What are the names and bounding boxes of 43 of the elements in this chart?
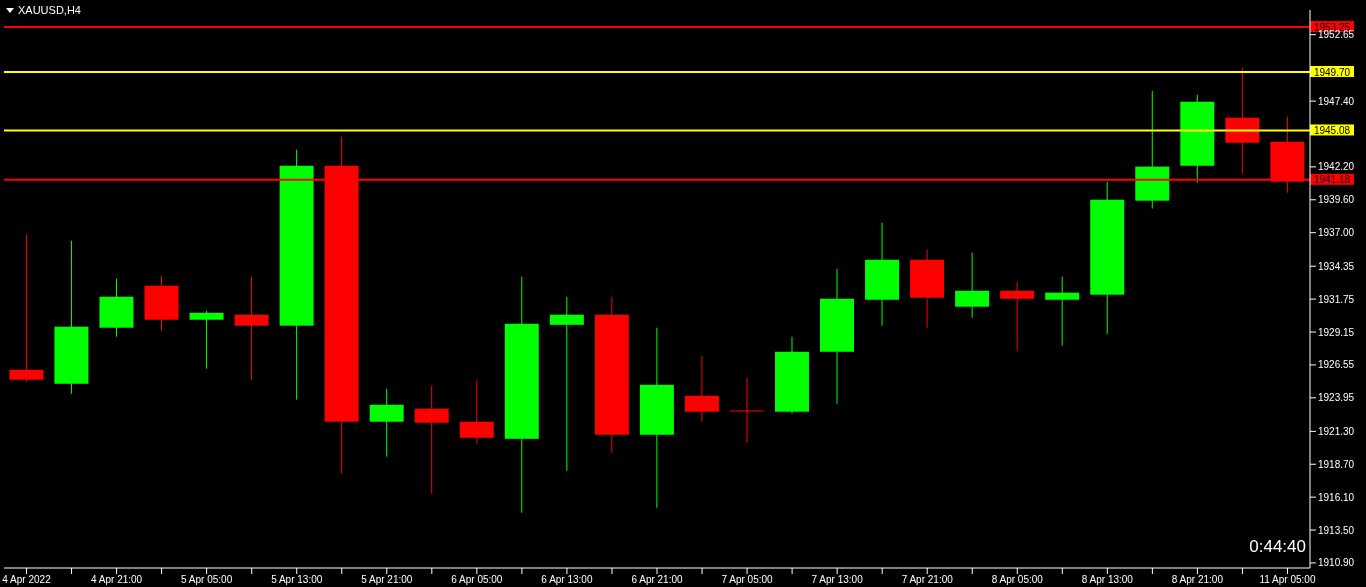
x-tick-label: 5 Apr 05:00 bbox=[181, 574, 233, 586]
y-tick-label: 1934.35 bbox=[1318, 260, 1355, 272]
y-tick-label: 1916.10 bbox=[1318, 491, 1355, 503]
ref-line-label: 1953.25 bbox=[1313, 21, 1351, 33]
x-tick-label: 11 Apr 05:00 bbox=[1259, 574, 1316, 586]
y-tick-label: 1926.55 bbox=[1318, 359, 1355, 371]
candlestick bbox=[9, 234, 44, 383]
candlestick bbox=[549, 296, 584, 472]
ref-line-label: 1941.18 bbox=[1313, 174, 1351, 186]
y-tick-label: 1918.70 bbox=[1318, 458, 1355, 470]
y-tick-label: 1939.60 bbox=[1318, 194, 1355, 206]
annotation: 0:44:40 bbox=[1249, 537, 1306, 557]
x-tick-label: 8 Apr 21:00 bbox=[1171, 574, 1224, 586]
candlestick bbox=[189, 310, 224, 370]
candlestick bbox=[414, 385, 449, 495]
chart-title: XAUUSD,H4 bbox=[18, 4, 81, 16]
y-tick-label: 1910.90 bbox=[1318, 557, 1355, 569]
candlestick bbox=[1045, 276, 1080, 347]
x-tick-label: 8 Apr 13:00 bbox=[1081, 574, 1134, 586]
candlestick bbox=[1000, 281, 1035, 352]
x-tick-label: 7 Apr 05:00 bbox=[721, 574, 774, 586]
y-tick-label: 1937.00 bbox=[1318, 227, 1355, 239]
y-tick-label: 1929.15 bbox=[1318, 326, 1355, 338]
x-tick-label: 5 Apr 13:00 bbox=[271, 574, 323, 586]
candlestick bbox=[234, 276, 269, 381]
x-tick-label: 6 Apr 21:00 bbox=[631, 574, 684, 586]
x-tick-label: 7 Apr 13:00 bbox=[811, 574, 864, 586]
y-tick-label: 1923.95 bbox=[1318, 392, 1355, 404]
x-tick-label: 4 Apr 21:00 bbox=[91, 574, 143, 586]
x-tick-label: 6 Apr 13:00 bbox=[541, 574, 593, 586]
y-tick-label: 1947.40 bbox=[1318, 95, 1355, 107]
x-tick-label: 4 Apr 2022 bbox=[2, 574, 52, 586]
y-tick-label: 1921.30 bbox=[1318, 425, 1355, 437]
x-tick-label: 8 Apr 05:00 bbox=[991, 574, 1044, 586]
ref-line-label: 1949.70 bbox=[1313, 66, 1351, 78]
x-tick-label: 5 Apr 21:00 bbox=[361, 574, 413, 586]
x-tick-label: 6 Apr 05:00 bbox=[451, 574, 503, 586]
x-tick-label: 7 Apr 21:00 bbox=[901, 574, 954, 586]
ref-line-label: 1945.08 bbox=[1313, 124, 1351, 136]
y-tick-label: 1942.20 bbox=[1318, 161, 1355, 173]
candlestick bbox=[729, 377, 764, 444]
y-tick-label: 1931.75 bbox=[1318, 293, 1355, 305]
y-tick-label: 1913.50 bbox=[1318, 524, 1355, 536]
